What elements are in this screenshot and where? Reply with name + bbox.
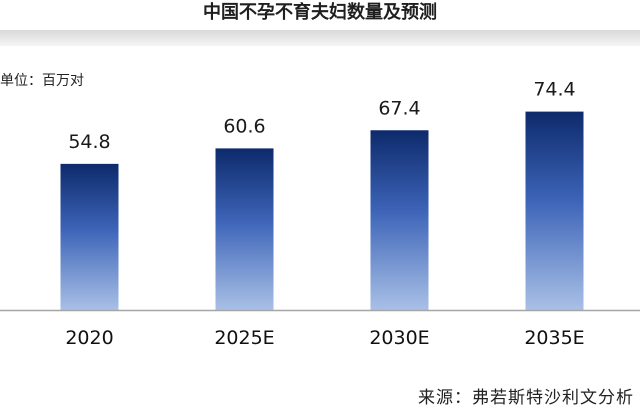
data-label-2025E: 60.6: [223, 115, 265, 137]
data-label-2035E: 74.4: [533, 79, 575, 101]
title-underline-band: [0, 30, 640, 46]
bars-group: 54.8 60.6 67.4 74.4: [60, 79, 584, 310]
data-label-2030E: 67.4: [378, 97, 420, 119]
bar-2025E: [215, 148, 274, 310]
bar-2020: [60, 163, 119, 310]
x-tick-2020: 2020: [65, 327, 113, 349]
bar-2035E: [525, 111, 584, 310]
chart-title: 中国不孕不育夫妇数量及预测: [203, 2, 437, 23]
bar-2030E: [370, 130, 429, 310]
unit-label: 单位：百万对: [0, 73, 84, 89]
source-note: 来源：弗若斯特沙利文分析: [418, 388, 634, 408]
x-tick-labels: 2020 2025E 2030E 2035E: [65, 327, 584, 349]
x-tick-2025E: 2025E: [214, 327, 274, 349]
x-tick-2030E: 2030E: [369, 327, 429, 349]
x-tick-2035E: 2035E: [524, 327, 584, 349]
data-label-2020: 54.8: [68, 131, 110, 153]
